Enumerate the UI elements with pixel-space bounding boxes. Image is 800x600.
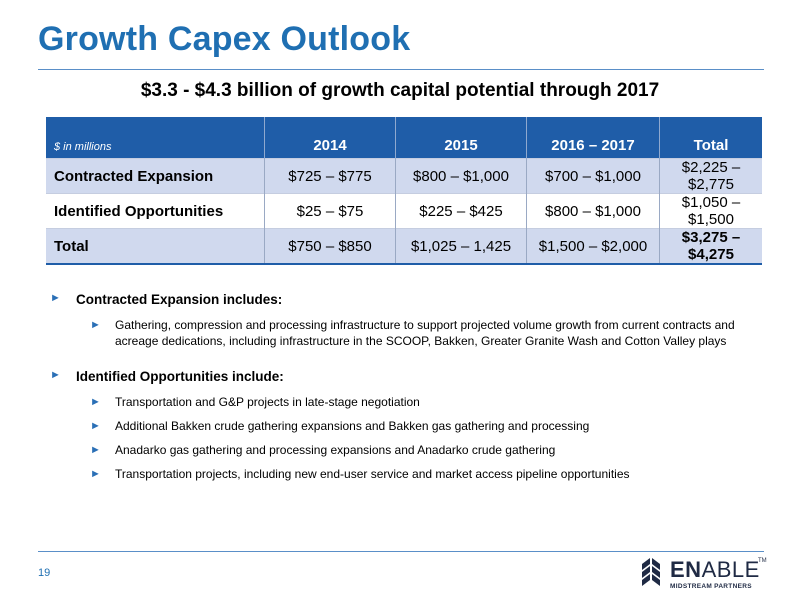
bullet-list: ► Contracted Expansion includes: ► Gathe… xyxy=(48,292,768,482)
table-cell: $25 – $75 xyxy=(264,193,396,229)
column-header: 2014 xyxy=(264,117,396,159)
sub-bullet: ► Transportation projects, including new… xyxy=(48,466,768,482)
triangle-right-arrow-icon: ► xyxy=(90,396,101,408)
table-cell: $800 – $1,000 xyxy=(395,158,527,194)
table-cell: $1,500 – $2,000 xyxy=(526,228,660,265)
units-label: $ in millions xyxy=(46,117,265,159)
table-cell: $1,050 – $1,500 xyxy=(659,193,762,229)
row-label: Contracted Expansion xyxy=(46,158,265,194)
column-header: Total xyxy=(659,117,762,159)
sub-bullet-text: Anadarko gas gathering and processing ex… xyxy=(115,443,556,457)
sub-bullet-text: Transportation projects, including new e… xyxy=(115,467,630,481)
logo-wordmark: ENABLE xyxy=(670,557,760,582)
table-row-total: Total $750 – $850 $1,025 – 1,425 $1,500 … xyxy=(46,228,762,265)
slide-title: Growth Capex Outlook xyxy=(38,20,411,58)
bullet-text: Identified Opportunities include: xyxy=(76,369,284,384)
table-cell: $700 – $1,000 xyxy=(526,158,660,194)
table-cell: $725 – $775 xyxy=(264,158,396,194)
bullet-contracted-expansion: ► Contracted Expansion includes: xyxy=(48,292,768,307)
table-row-contracted-expansion: Contracted Expansion $725 – $775 $800 – … xyxy=(46,158,762,194)
triangle-right-arrow-icon: ► xyxy=(90,444,101,456)
title-divider xyxy=(38,69,764,70)
sub-bullet-text: Transportation and G&P projects in late-… xyxy=(115,395,420,409)
sub-bullet: ► Transportation and G&P projects in lat… xyxy=(48,394,768,410)
capex-table: $ in millions 2014 2015 2016 – 2017 Tota… xyxy=(46,117,762,265)
sub-bullet-text: Gathering, compression and processing in… xyxy=(115,318,735,348)
table-cell: $2,225 – $2,775 xyxy=(659,158,762,194)
logo-trademark: TM xyxy=(758,558,767,564)
table-row-identified-opportunities: Identified Opportunities $25 – $75 $225 … xyxy=(46,193,762,229)
triangle-right-arrow-icon: ► xyxy=(50,292,61,304)
table-cell-grand-total: $3,275 – $4,275 xyxy=(659,228,762,265)
bullet-identified-opportunities: ► Identified Opportunities include: xyxy=(48,369,768,384)
triangle-right-arrow-icon: ► xyxy=(90,420,101,432)
logo-tagline: MIDSTREAM PARTNERS xyxy=(670,583,752,590)
row-label: Total xyxy=(46,228,265,265)
column-header: 2015 xyxy=(395,117,527,159)
row-label: Identified Opportunities xyxy=(46,193,265,229)
slide-subtitle: $3.3 - $4.3 billion of growth capital po… xyxy=(140,80,660,101)
sub-bullet: ► Gathering, compression and processing … xyxy=(48,317,768,349)
table-cell: $225 – $425 xyxy=(395,193,527,229)
sub-bullet-text: Additional Bakken crude gathering expans… xyxy=(115,419,590,433)
column-header: 2016 – 2017 xyxy=(526,117,660,159)
table-cell: $1,025 – 1,425 xyxy=(395,228,527,265)
enable-logo: ENABLE TM MIDSTREAM PARTNERS xyxy=(640,556,767,596)
triangle-right-arrow-icon: ► xyxy=(90,468,101,480)
triangle-right-arrow-icon: ► xyxy=(90,319,101,331)
sub-bullet: ► Additional Bakken crude gathering expa… xyxy=(48,418,768,434)
sub-bullet: ► Anadarko gas gathering and processing … xyxy=(48,442,768,458)
bullet-text: Contracted Expansion includes: xyxy=(76,292,283,307)
page-number: 19 xyxy=(38,567,51,579)
table-cell: $750 – $850 xyxy=(264,228,396,265)
table-header-row: $ in millions 2014 2015 2016 – 2017 Tota… xyxy=(46,117,762,159)
table-cell: $800 – $1,000 xyxy=(526,193,660,229)
footer-divider xyxy=(38,551,764,552)
enable-chevron-logo-icon xyxy=(642,558,660,586)
triangle-right-arrow-icon: ► xyxy=(50,369,61,381)
